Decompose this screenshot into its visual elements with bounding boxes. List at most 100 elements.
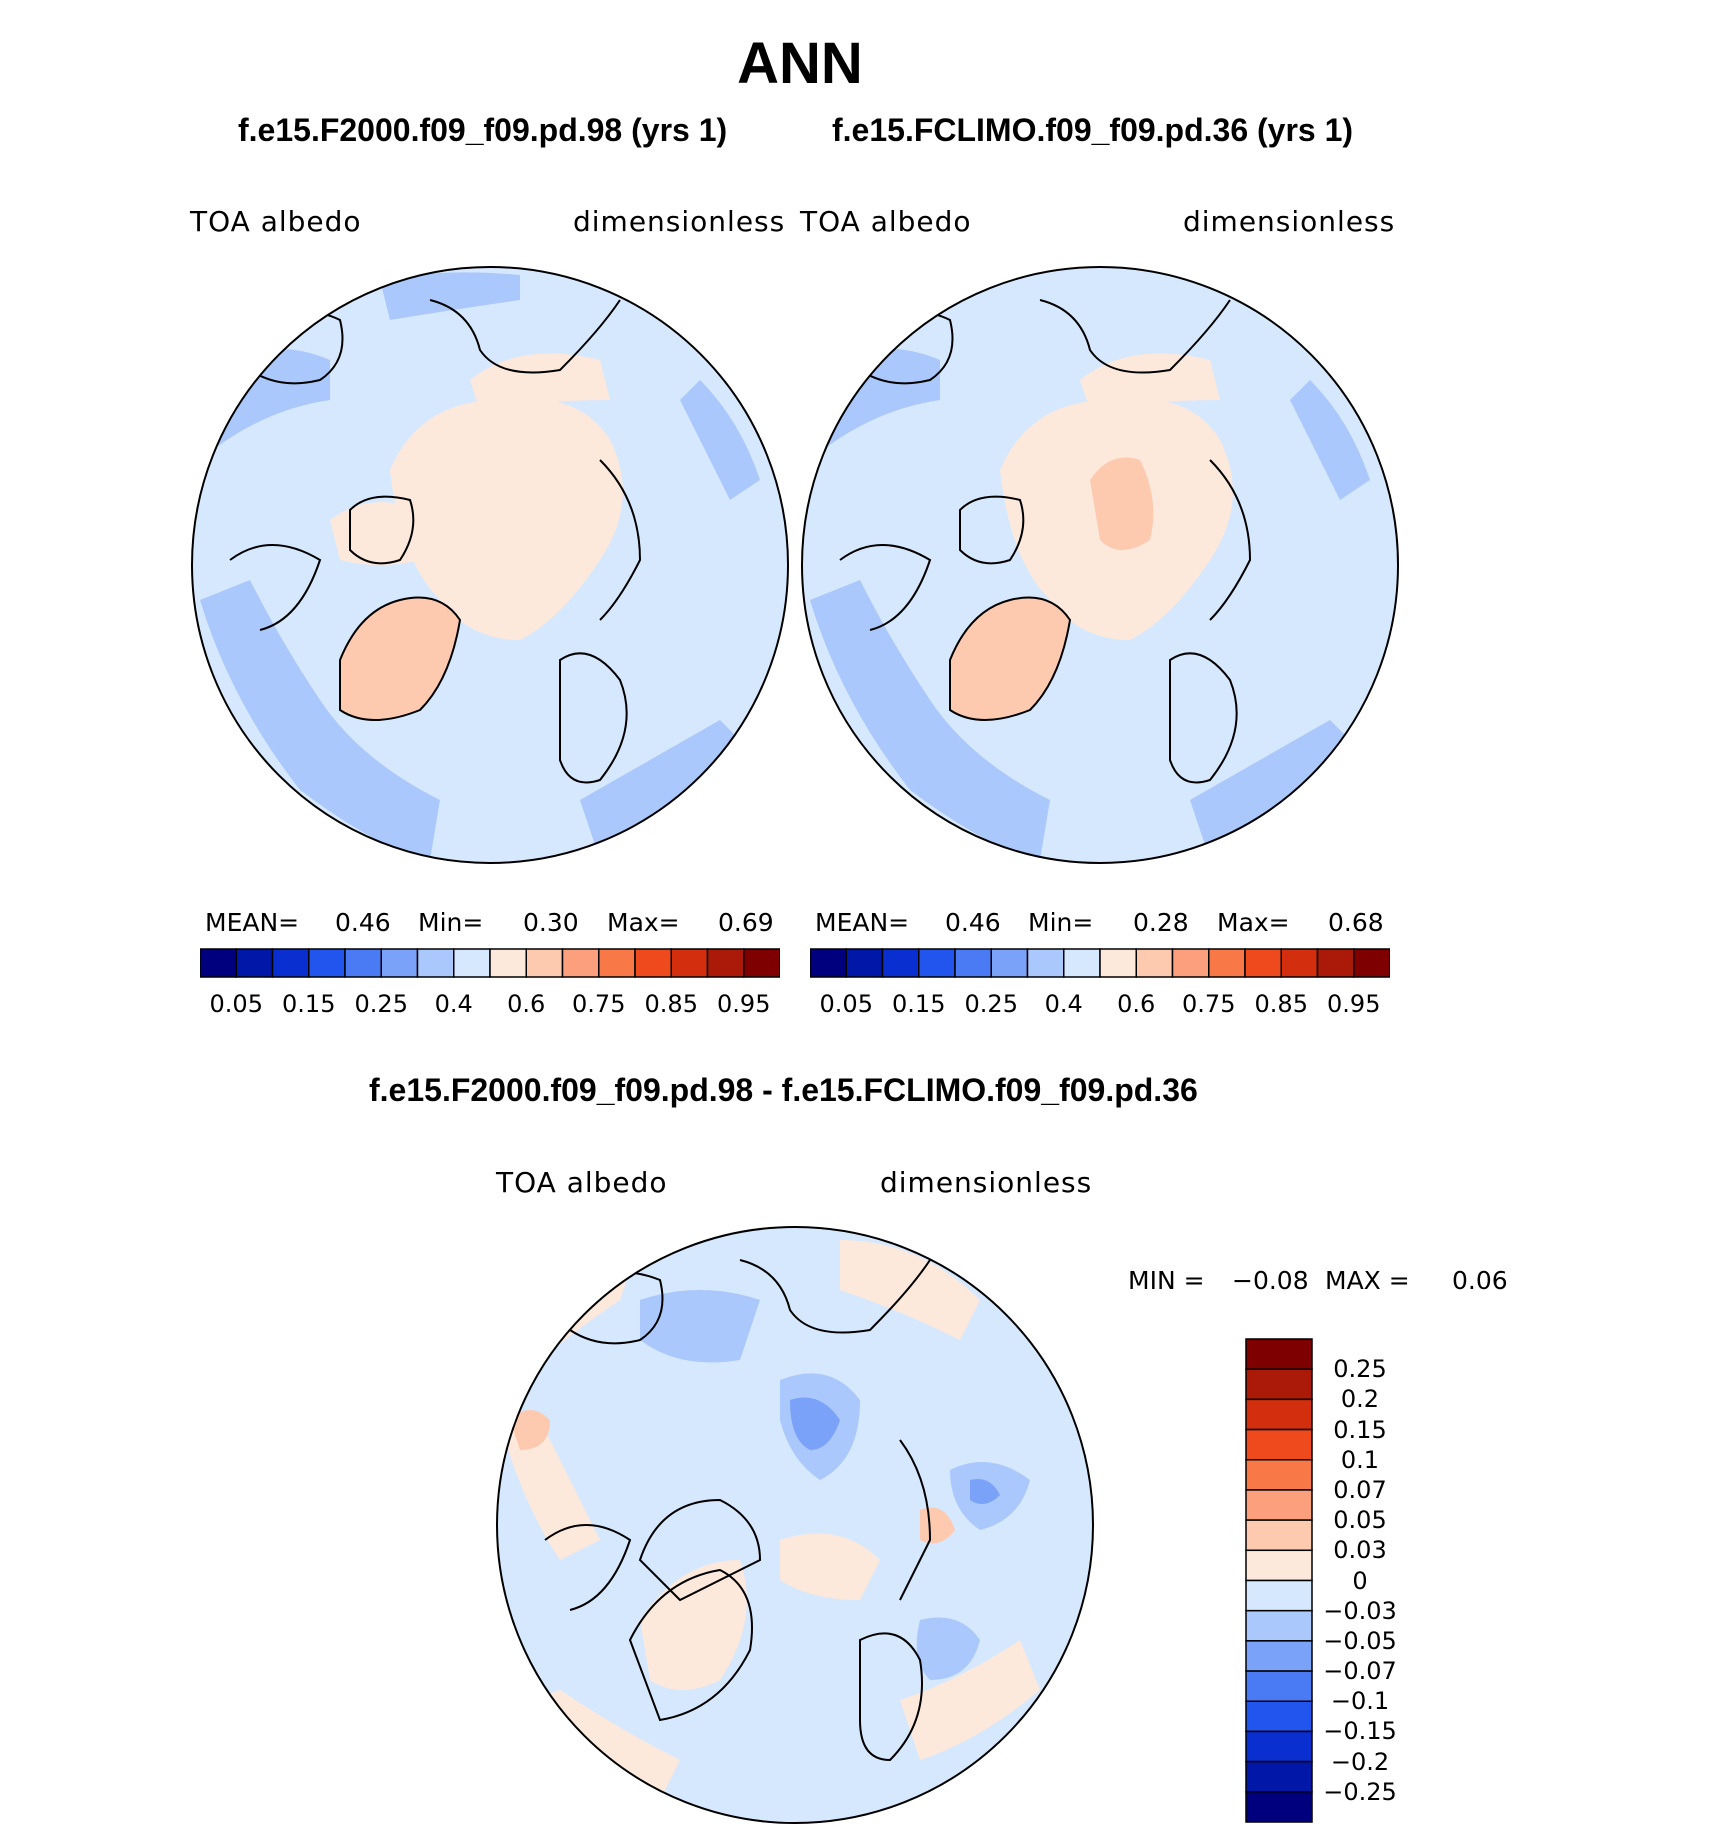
colorbar-tick-label: 0.95 <box>1327 990 1381 1018</box>
panel-2-map-border <box>801 266 1399 864</box>
colorbar-tick-label: −0.03 <box>1323 1596 1397 1625</box>
colorbar-tick-label: 0.05 <box>209 990 263 1018</box>
panel-1-min-value: 0.30 <box>523 908 579 937</box>
colorbar-tick-label: 0.1 <box>1340 1445 1380 1474</box>
colorbar-swatch <box>1245 1640 1313 1672</box>
panel-2-mean-label: MEAN= <box>815 908 910 937</box>
colorbar-swatch <box>634 948 672 978</box>
colorbar-swatch <box>918 948 956 978</box>
panel-1-map-border <box>191 266 789 864</box>
colorbar-swatch <box>1135 948 1174 978</box>
colorbar-swatch <box>1280 948 1319 978</box>
colorbar-swatch <box>1244 948 1282 978</box>
panel-1-max-label: Max= <box>607 908 680 937</box>
diff-max-value: 0.06 <box>1452 1266 1508 1295</box>
colorbar-tick-label: 0 <box>1352 1566 1368 1595</box>
panel-2-colorbar-ticks: 0.05 0.15 0.25 0.4 0.6 0.75 0.85 0.95 <box>810 990 1390 1020</box>
colorbar-swatch <box>1245 1398 1313 1431</box>
colorbar-tick-label: −0.25 <box>1323 1777 1397 1806</box>
panel-1-variable-label: TOA albedo <box>190 205 362 238</box>
panel-1-units-label: dimensionless <box>573 205 786 238</box>
panel-1-max-value: 0.69 <box>718 908 774 937</box>
colorbar-tick-label: 0.95 <box>717 990 771 1018</box>
colorbar-swatch <box>1245 1459 1313 1491</box>
colorbar-tick-label: 0.75 <box>1182 990 1236 1018</box>
diff-colorbar-ticks: 0.25 0.2 0.15 0.1 0.07 0.05 0.03 0 −0.03 −0.05 −0.… <box>1320 1338 1470 1823</box>
colorbar-swatch <box>1245 1489 1313 1521</box>
main-title: ANN <box>737 31 863 96</box>
colorbar-swatch <box>271 948 310 978</box>
colorbar-tick-label: 0.25 <box>964 990 1018 1018</box>
diff-colorbar <box>1245 1338 1313 1823</box>
colorbar-tick-label: 0.25 <box>354 990 408 1018</box>
panel-1-colorbar <box>200 948 780 978</box>
panel-2-mean-value: 0.46 <box>945 908 1001 937</box>
colorbar-tick-label: 0.85 <box>1254 990 1308 1018</box>
colorbar-swatch <box>881 948 920 978</box>
colorbar-swatch <box>1353 948 1390 978</box>
panel-1-mean-value: 0.46 <box>335 908 391 937</box>
colorbar-swatch <box>990 948 1029 978</box>
colorbar-swatch <box>1245 1338 1313 1370</box>
colorbar-swatch <box>845 948 884 978</box>
colorbar-swatch <box>1099 948 1137 978</box>
colorbar-swatch <box>1245 1579 1313 1612</box>
colorbar-swatch <box>1316 948 1355 978</box>
panel-2-min-label: Min= <box>1028 908 1094 937</box>
panel-1-colorbar-ticks: 0.05 0.15 0.25 0.4 0.6 0.75 0.85 0.95 <box>200 990 780 1020</box>
diff-units-label: dimensionless <box>880 1166 1093 1199</box>
panel-2-max-value: 0.68 <box>1328 908 1384 937</box>
panel-2-case-title: f.e15.FCLIMO.f09_f09.pd.36 (yrs 1) <box>832 112 1354 148</box>
colorbar-swatch <box>1245 1791 1313 1823</box>
colorbar-tick-label: −0.2 <box>1330 1747 1390 1776</box>
colorbar-swatch <box>1245 1700 1313 1733</box>
colorbar-swatch <box>561 948 600 978</box>
panel-1-polar-map <box>192 267 788 863</box>
colorbar-swatch <box>743 948 780 978</box>
colorbar-swatch <box>1245 1609 1313 1642</box>
colorbar-swatch <box>416 948 455 978</box>
colorbar-swatch <box>810 948 847 978</box>
colorbar-swatch <box>706 948 745 978</box>
colorbar-swatch <box>235 948 274 978</box>
colorbar-tick-label: 0.15 <box>1333 1415 1387 1444</box>
colorbar-swatch <box>1245 1549 1313 1582</box>
colorbar-tick-label: 0.07 <box>1333 1475 1387 1504</box>
panel-1-mean-label: MEAN= <box>205 908 300 937</box>
panel-1-case-title: f.e15.F2000.f09_f09.pd.98 (yrs 1) <box>238 112 728 148</box>
colorbar-swatch <box>1245 1760 1313 1793</box>
colorbar-swatch <box>1245 1428 1313 1461</box>
colorbar-tick-label: −0.15 <box>1323 1717 1397 1746</box>
colorbar-tick-label: 0.75 <box>572 990 626 1018</box>
panel-2-variable-label: TOA albedo <box>800 205 972 238</box>
colorbar-tick-label: 0.4 <box>1044 990 1083 1018</box>
colorbar-swatch <box>380 948 419 978</box>
colorbar-swatch <box>1245 1730 1313 1763</box>
colorbar-swatch <box>525 948 564 978</box>
diff-variable-label: TOA albedo <box>496 1166 668 1199</box>
panel-2-polar-map <box>802 267 1398 863</box>
colorbar-tick-label: −0.1 <box>1330 1687 1390 1716</box>
colorbar-swatch <box>670 948 709 978</box>
diff-min-value: −0.08 <box>1232 1266 1309 1295</box>
panel-1-min-label: Min= <box>418 908 484 937</box>
colorbar-swatch <box>598 948 636 978</box>
diff-min-label: MIN = <box>1128 1266 1205 1295</box>
colorbar-tick-label: 0.05 <box>819 990 873 1018</box>
colorbar-tick-label: 0.05 <box>1333 1506 1387 1535</box>
diff-polar-map <box>497 1227 1093 1823</box>
panel-2-min-value: 0.28 <box>1133 908 1189 937</box>
colorbar-swatch <box>1245 1368 1313 1401</box>
colorbar-swatch <box>1026 948 1065 978</box>
colorbar-tick-label: 0.6 <box>507 990 546 1018</box>
colorbar-tick-label: −0.05 <box>1323 1626 1397 1655</box>
colorbar-swatch <box>1245 1519 1313 1552</box>
colorbar-tick-label: 0.15 <box>282 990 336 1018</box>
diff-case-title: f.e15.F2000.f09_f09.pd.98 - f.e15.FCLIMO… <box>369 1072 1198 1108</box>
diff-max-label: MAX = <box>1325 1266 1410 1295</box>
colorbar-swatch <box>1171 948 1210 978</box>
colorbar-tick-label: 0.6 <box>1117 990 1156 1018</box>
colorbar-swatch <box>200 948 237 978</box>
colorbar-tick-label: 0.15 <box>892 990 946 1018</box>
